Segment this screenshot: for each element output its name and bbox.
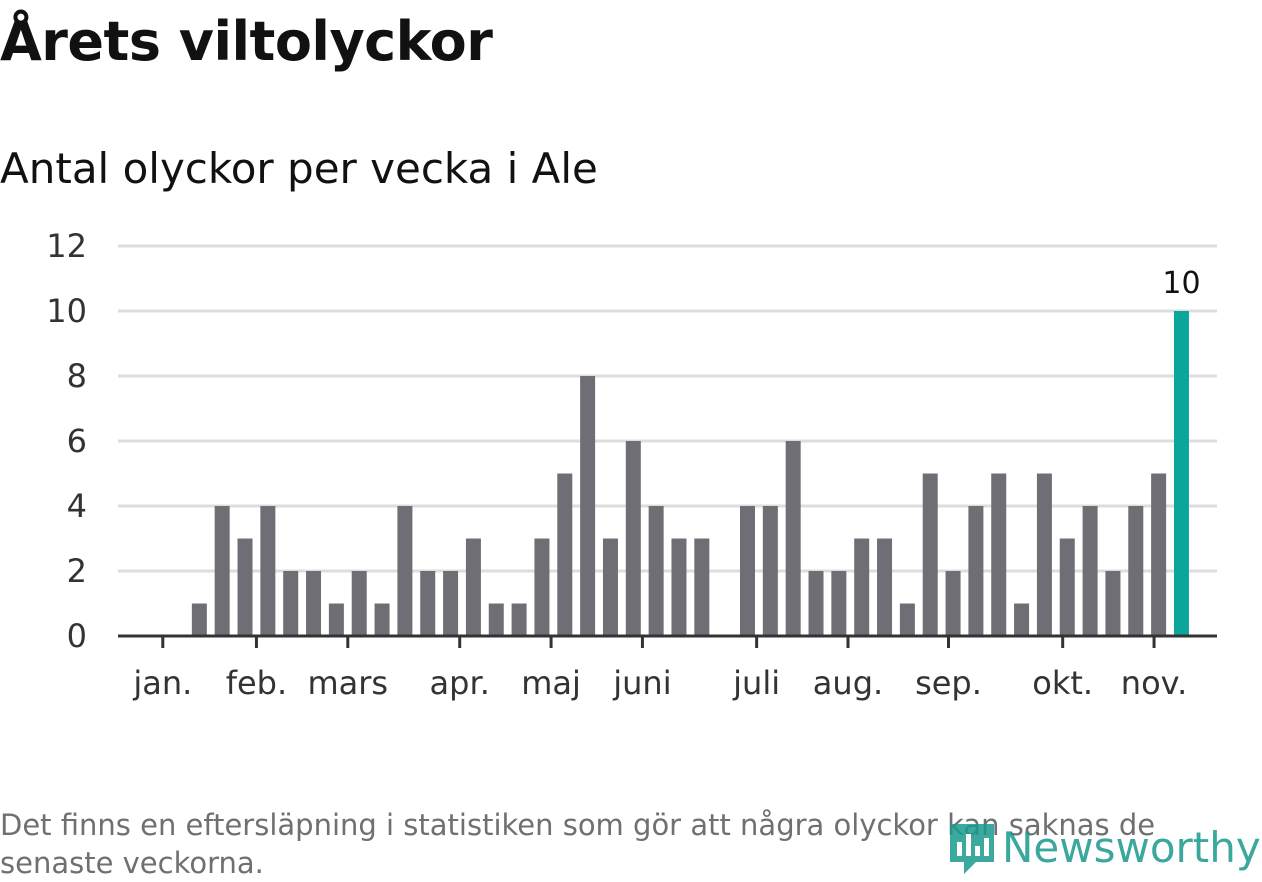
y-tick-label-6: 6: [67, 422, 87, 460]
logo-text: Newsworthy: [1002, 822, 1261, 872]
bar-week-11: [374, 603, 390, 636]
bar-week-3: [191, 603, 207, 636]
bar-week-4: [214, 506, 230, 636]
bar-week-19: [557, 473, 573, 636]
bar-week-21: [602, 538, 618, 636]
bar-week-13: [420, 571, 436, 636]
bar-week-41: [1059, 538, 1075, 636]
bar-week-43: [1105, 571, 1121, 636]
chart-logo-icon: [950, 824, 994, 874]
y-tick-label-4: 4: [67, 487, 87, 525]
bar-week-14: [443, 571, 459, 636]
bar-week-30: [808, 571, 824, 636]
y-tick-label-12: 12: [46, 227, 87, 265]
bar-week-33: [877, 538, 893, 636]
bars: [191, 311, 1189, 636]
data-label-week-46: 10: [1162, 266, 1200, 301]
y-tick-label-10: 10: [46, 292, 87, 330]
bar-week-25: [694, 538, 710, 636]
bar-week-35: [922, 473, 938, 636]
bar-week-45: [1151, 473, 1167, 636]
bar-week-38: [991, 473, 1007, 636]
bar-week-28: [762, 506, 778, 636]
bar-week-16: [488, 603, 504, 636]
bar-week-39: [1014, 603, 1030, 636]
x-tick-label-maj: maj: [521, 664, 581, 702]
x-tick-label-aug.: aug.: [813, 664, 883, 702]
x-tick-label-sep.: sep.: [915, 664, 982, 702]
x-tick-label-apr.: apr.: [430, 664, 490, 702]
bar-week-7: [283, 571, 299, 636]
bar-week-36: [945, 571, 961, 636]
x-tick-label-juni: juni: [612, 664, 671, 702]
bar-week-34: [899, 603, 915, 636]
bar-week-42: [1082, 506, 1098, 636]
bar-week-20: [580, 376, 596, 636]
data-labels: 10: [1162, 266, 1200, 301]
y-tick-label-2: 2: [67, 552, 87, 590]
y-tick-label-8: 8: [67, 357, 87, 395]
x-tick-label-feb.: feb.: [226, 664, 287, 702]
bar-week-9: [328, 603, 344, 636]
x-tick-label-mars: mars: [307, 664, 388, 702]
bar-week-31: [831, 571, 847, 636]
bar-week-27: [740, 506, 755, 636]
x-tick-label-juli: juli: [732, 664, 780, 702]
newsworthy-logo[interactable]: Newsworthy: [948, 818, 1261, 876]
bar-week-10: [351, 571, 367, 636]
chart-subtitle: Antal olyckor per vecka i Ale: [0, 144, 598, 193]
y-tick-label-0: 0: [67, 617, 87, 655]
y-axis: 0 2 4 6 8 10 12: [46, 227, 87, 655]
bar-week-23: [648, 506, 664, 636]
bar-week-32: [854, 538, 870, 636]
bar-week-8: [306, 571, 322, 636]
x-tick-label-nov.: nov.: [1121, 664, 1187, 702]
bar-week-18: [534, 538, 550, 636]
x-tick-label-okt.: okt.: [1032, 664, 1093, 702]
grid-lines: [118, 244, 1217, 573]
highlight-bar-week-46: [1173, 311, 1189, 636]
bar-week-6: [260, 506, 276, 636]
bar-week-24: [671, 538, 687, 636]
bar-week-5: [237, 538, 253, 636]
bar-week-17: [511, 603, 527, 636]
x-axis: jan. feb. mars apr. maj juni juli aug. sep. okt. n…: [118, 634, 1217, 702]
bar-week-29: [785, 441, 801, 636]
chart-title: Årets viltolyckor: [0, 10, 493, 73]
bar-week-22: [625, 441, 641, 636]
bar-week-15: [465, 538, 481, 636]
bar-week-44: [1128, 506, 1144, 636]
bar-week-37: [968, 506, 984, 636]
x-tick-label-jan.: jan.: [132, 664, 192, 702]
bar-week-12: [397, 506, 413, 636]
bar-week-40: [1036, 473, 1052, 636]
